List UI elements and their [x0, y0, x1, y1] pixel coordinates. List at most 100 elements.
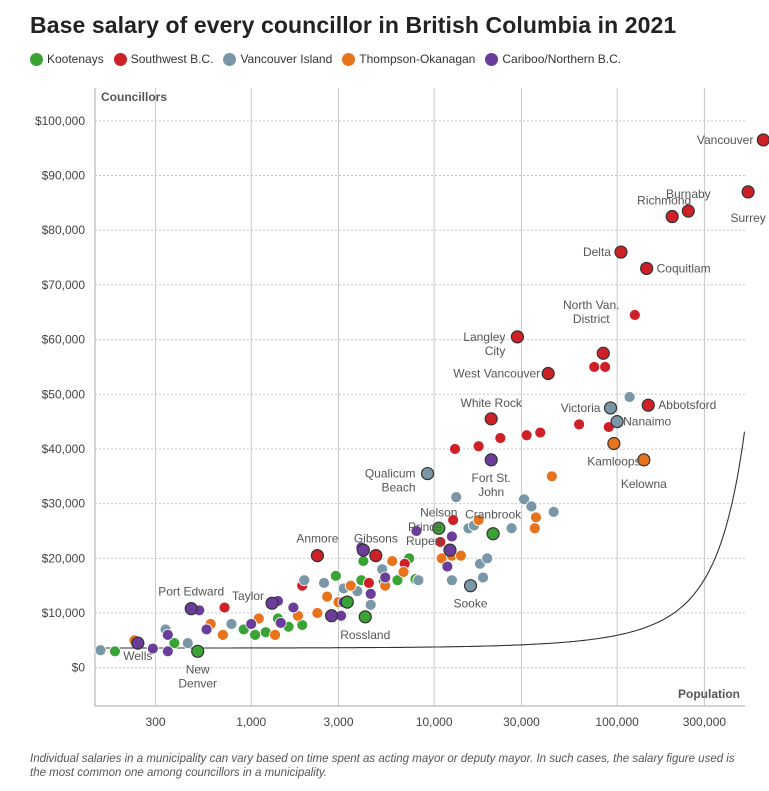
y-tick-label: $50,000 — [42, 387, 86, 401]
data-point — [447, 514, 460, 526]
y-tick-label: $20,000 — [42, 551, 86, 565]
legend-item-vancouver-island: Vancouver Island — [223, 52, 332, 66]
legend-label: Kootenays — [47, 52, 104, 66]
data-point — [472, 440, 485, 453]
data-point — [472, 514, 485, 526]
point-annotation: City — [485, 344, 506, 358]
y-tick-label: $10,000 — [42, 606, 86, 620]
legend-item-southwest: Southwest B.C. — [113, 52, 214, 66]
legend-item-kootenays: Kootenays — [30, 52, 104, 66]
legend-label: Southwest B.C. — [130, 52, 214, 66]
point-annotation: Victoria — [561, 401, 601, 415]
point-annotation: Richmond — [637, 194, 691, 208]
y-tick-label: $0 — [72, 661, 86, 675]
data-point — [298, 574, 311, 587]
legend-item-thompson-okanagan: Thompson-Okanagan — [342, 52, 475, 66]
y-tick-label: $30,000 — [42, 497, 86, 511]
data-point — [274, 616, 287, 629]
point-annotation: Langley — [463, 330, 505, 344]
point-annotation: Wells — [123, 649, 152, 663]
data-point — [623, 391, 636, 403]
data-point — [534, 426, 547, 439]
data-point — [324, 609, 339, 623]
data-point — [161, 629, 174, 641]
data-point — [161, 645, 174, 658]
data-point — [610, 415, 624, 429]
point-annotation: John — [478, 485, 504, 499]
data-point — [450, 491, 463, 503]
point-annotation: Denver — [178, 676, 217, 690]
data-point — [588, 361, 601, 373]
x-tick-label: 10,000 — [416, 715, 453, 729]
point-annotation: Coquitlam — [657, 261, 711, 275]
data-point — [245, 618, 258, 630]
point-annotation: Fort St. — [472, 471, 511, 485]
y-tick-label: $90,000 — [42, 169, 86, 183]
data-point — [528, 522, 541, 535]
data-point — [310, 549, 324, 563]
point-annotation: Delta — [583, 245, 611, 259]
data-point — [94, 644, 107, 657]
point-annotation: Kamloops — [587, 454, 640, 468]
data-point — [665, 209, 679, 224]
x-tick-label: 30,000 — [503, 715, 540, 729]
legend: Kootenays Southwest B.C. Vancouver Islan… — [30, 52, 621, 66]
point-annotation: Cranbrook — [465, 508, 522, 522]
data-point — [369, 549, 383, 563]
data-point — [344, 579, 357, 592]
data-point — [269, 629, 281, 641]
data-point — [541, 366, 555, 381]
data-point — [218, 601, 231, 614]
point-annotation: Rossland — [340, 628, 390, 642]
data-point — [191, 644, 205, 658]
data-point — [287, 601, 300, 614]
point-annotation: Nelson — [420, 505, 457, 519]
data-point — [318, 577, 330, 589]
scatter-chart: $0 $10,000 $20,000 $30,000 $40,000 $50,000 $60… — [35, 88, 769, 729]
data-point — [265, 596, 279, 610]
data-point — [547, 505, 560, 518]
x-tick-label: 3,000 — [323, 715, 353, 729]
x-axis-label: Population — [678, 687, 740, 701]
point-annotation: Port Edward — [158, 585, 224, 599]
data-point — [410, 525, 423, 537]
data-point — [445, 574, 458, 587]
data-point — [449, 443, 461, 455]
point-annotation: Prince — [408, 520, 442, 534]
data-point — [391, 574, 404, 587]
data-point — [249, 629, 261, 641]
data-point — [131, 636, 145, 650]
data-point — [603, 401, 618, 415]
legend-dot-icon — [223, 52, 237, 66]
data-point — [505, 522, 518, 535]
page-title: Base salary of every councillor in Briti… — [30, 12, 677, 38]
x-tick-label: 300,000 — [683, 715, 727, 729]
legend-item-cariboo-northern: Cariboo/Northern B.C. — [485, 52, 621, 66]
data-point — [358, 610, 372, 624]
x-tick-label: 1,000 — [236, 715, 266, 729]
data-point — [420, 466, 435, 481]
data-point — [741, 185, 755, 199]
y-tick-label: $70,000 — [42, 278, 86, 292]
data-point — [364, 587, 377, 600]
data-point — [184, 602, 198, 616]
data-point — [596, 346, 610, 360]
data-point — [494, 432, 507, 444]
legend-label: Cariboo/Northern B.C. — [502, 52, 622, 66]
point-annotation: West Vancouver — [453, 366, 540, 380]
y-tick-label: $80,000 — [42, 223, 86, 237]
data-point — [441, 560, 454, 573]
data-point — [463, 579, 478, 593]
data-point — [628, 309, 641, 321]
footnote: Individual salaries in a municipality ca… — [30, 753, 735, 779]
data-point — [386, 555, 399, 567]
data-point — [379, 571, 392, 584]
data-point — [412, 574, 425, 587]
point-annotation: Burnaby — [666, 187, 711, 201]
data-point — [200, 623, 213, 636]
data-point — [520, 429, 533, 442]
data-point — [545, 470, 558, 483]
data-point — [364, 598, 377, 611]
legend-dot-icon — [485, 52, 499, 66]
data-point — [445, 530, 458, 543]
